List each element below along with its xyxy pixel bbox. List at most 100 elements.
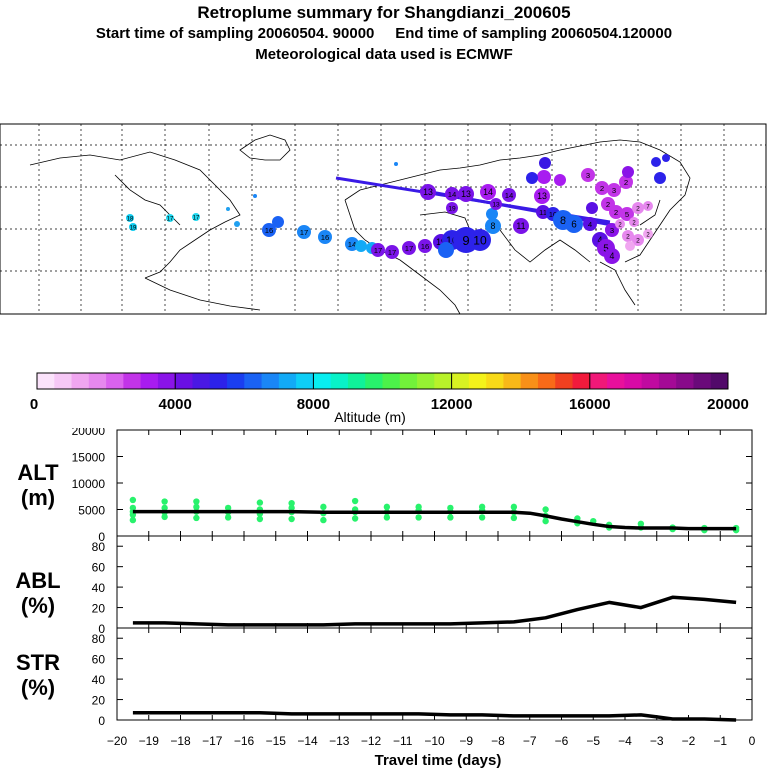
plume-dot <box>234 221 240 227</box>
panel-unit-alt: (m) <box>21 485 55 510</box>
colorbar-tick-label: 20000 <box>707 396 749 413</box>
x-tick-label: −14 <box>297 734 318 748</box>
plume-dot <box>480 184 496 200</box>
plume-dot <box>126 214 134 222</box>
plume-dot-label: 16 <box>421 242 430 251</box>
plume-dot-label: 19 <box>448 206 456 213</box>
alt-scatter-point <box>351 497 359 505</box>
colorbar-cell <box>520 373 539 389</box>
alt-scatter-point <box>478 503 486 511</box>
x-tick-label: −16 <box>234 734 255 748</box>
panel-frame-str <box>116 627 753 721</box>
plume-dot <box>272 216 284 228</box>
colorbar-cell <box>641 373 660 389</box>
plume-dot-label: 10 <box>473 233 487 247</box>
plume-dot <box>262 223 276 237</box>
x-tick-label: −6 <box>555 734 569 748</box>
plume-dot <box>604 248 620 264</box>
plume-dot-label: 3 <box>610 226 614 235</box>
plume-dot <box>539 157 551 169</box>
colorbar-cell <box>88 373 107 389</box>
series-line-abl <box>132 595 737 627</box>
x-tick-label: −4 <box>618 734 632 748</box>
y-tick-label-abl: 0 <box>98 622 105 636</box>
x-tick-label: −13 <box>329 734 350 748</box>
plume-dot-label: 13 <box>423 187 433 197</box>
colorbar-tick-label: 4000 <box>159 396 192 413</box>
colorbar-cell <box>330 373 349 389</box>
plume-dot <box>620 207 634 221</box>
alt-scatter-point <box>383 514 391 521</box>
y-tick-label-str: 0 <box>98 714 105 728</box>
plume-dot <box>609 205 623 219</box>
colorbar-cell <box>589 373 608 389</box>
plume-dot-label: 17 <box>388 248 397 257</box>
alt-scatter-point <box>129 504 137 512</box>
y-tick-label-abl: 60 <box>92 561 106 575</box>
plume-dot-label: 14 <box>505 191 514 200</box>
colorbar-cells <box>37 373 729 389</box>
x-tick-label: −15 <box>266 734 287 748</box>
end-time: End time of sampling 20060504.120000 <box>395 25 673 42</box>
plume-dot-label: 8 <box>491 221 496 231</box>
plume-dot-label: 6 <box>571 220 577 231</box>
x-tick-label: −20 <box>107 734 128 748</box>
plume-dot-label: 17 <box>374 246 383 255</box>
alt-scatter-point <box>447 504 454 512</box>
plume-dot-label: 17 <box>193 216 200 222</box>
plume-dot <box>537 170 551 184</box>
alt-scatter-point <box>288 499 295 507</box>
colorbar-tick-labels: 0 4000 8000 12000 16000 20000 <box>30 373 749 413</box>
y-tick-label-alt: 10000 <box>72 477 106 491</box>
plume-dot <box>402 241 416 255</box>
plume-dot <box>605 223 619 237</box>
plume-dot <box>502 188 516 202</box>
x-tick-label: −10 <box>424 734 445 748</box>
plume-dot <box>513 218 529 234</box>
plume-dot <box>534 188 550 204</box>
plume-dot-label: 2 <box>636 238 640 245</box>
altitude-colorbar: 0 4000 8000 12000 16000 20000 Altitude (m) <box>30 372 749 425</box>
plume-dot <box>420 184 436 200</box>
colorbar-cell <box>486 373 504 389</box>
plume-dot-label: 2 <box>632 221 636 227</box>
y-tick-label-abl: 80 <box>92 540 106 554</box>
alt-scatter-point <box>320 516 327 524</box>
colorbar-tick-label: 16000 <box>569 396 611 413</box>
plume-dot <box>615 219 625 229</box>
plume-dot-label: 3 <box>612 186 616 195</box>
alt-scatter-point <box>320 503 327 511</box>
panel-series: 20000150001000050000806040200806040200−2… <box>72 428 756 748</box>
colorbar-cell <box>71 373 90 389</box>
alt-scatter-point <box>542 517 549 525</box>
plume-dot-label: 19 <box>130 226 137 232</box>
plume-dot <box>485 218 501 234</box>
plume-dot <box>619 175 633 189</box>
x-tick-label: −8 <box>491 734 505 748</box>
plume-dot-label: 16 <box>321 233 330 242</box>
colorbar-cell <box>54 373 73 389</box>
plume-dot-label: 11 <box>516 221 525 231</box>
y-tick-label-alt: 15000 <box>72 451 106 465</box>
plume-dot-label: 13 <box>461 189 471 199</box>
plume-dot-label: 8 <box>560 215 566 227</box>
colorbar-cell <box>382 373 401 389</box>
alt-scatter-point <box>447 514 454 521</box>
plume-dot <box>651 157 661 167</box>
x-tick-label: −1 <box>713 734 727 748</box>
plume-dot <box>385 245 399 259</box>
plume-dot <box>446 202 458 214</box>
x-tick-label: −11 <box>393 734 413 748</box>
alt-scatter-point <box>224 504 232 512</box>
plume-dot <box>625 241 635 251</box>
colorbar-cell <box>209 373 228 389</box>
plume-dot <box>297 225 311 239</box>
plume-dot <box>643 201 653 211</box>
plume-dot-label: 13 <box>492 202 500 209</box>
plume-dot-label: 14 <box>448 190 457 199</box>
plume-dot <box>469 229 491 251</box>
plume-dot <box>192 213 200 221</box>
plume-dot-label: 10 <box>549 210 558 219</box>
plume-dot <box>554 174 566 186</box>
y-tick-label-alt: 5000 <box>78 504 105 518</box>
